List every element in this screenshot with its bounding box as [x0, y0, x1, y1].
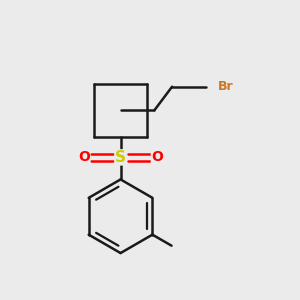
Text: O: O [78, 150, 90, 164]
Text: O: O [152, 150, 163, 164]
Text: Br: Br [218, 80, 233, 93]
Text: S: S [115, 150, 126, 165]
